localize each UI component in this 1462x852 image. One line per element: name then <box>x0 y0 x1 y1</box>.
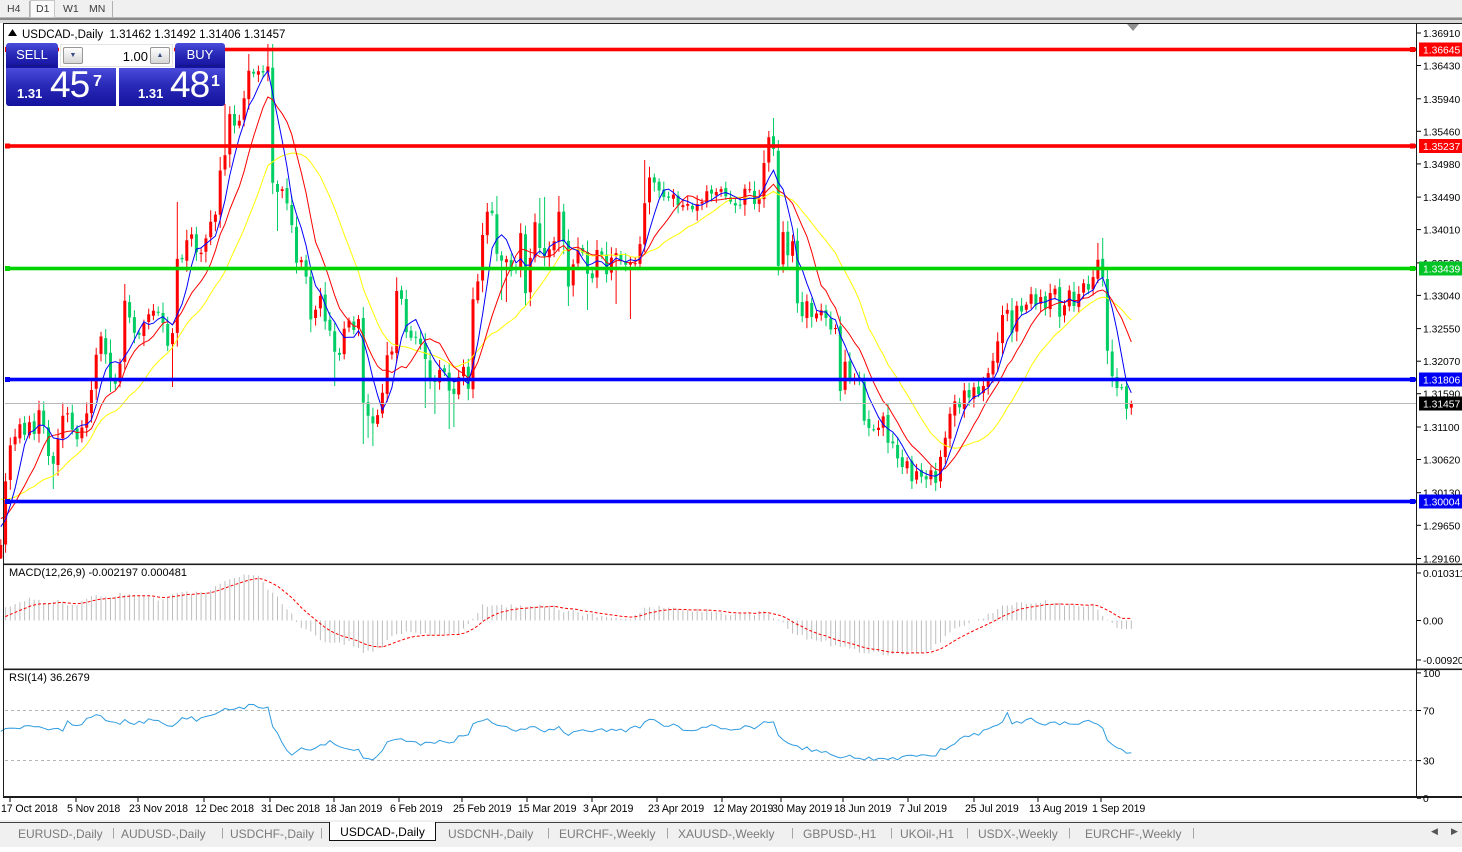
svg-text:1.30130: 1.30130 <box>1423 489 1460 500</box>
svg-text:1.31590: 1.31590 <box>1423 390 1460 401</box>
svg-text:25 Feb 2019: 25 Feb 2019 <box>453 803 512 815</box>
svg-text:12 Dec 2018: 12 Dec 2018 <box>195 803 254 815</box>
svg-text:30 May 2019: 30 May 2019 <box>772 803 832 815</box>
svg-text:1.36910: 1.36910 <box>1423 29 1460 40</box>
svg-text:0: 0 <box>1423 794 1429 805</box>
svg-text:30: 30 <box>1423 757 1435 768</box>
svg-text:RSI(14) 36.2679: RSI(14) 36.2679 <box>9 672 90 684</box>
svg-text:23 Nov 2018: 23 Nov 2018 <box>129 803 188 815</box>
svg-text:3 Apr 2019: 3 Apr 2019 <box>583 803 633 815</box>
svg-text:1.33439: 1.33439 <box>1423 265 1460 276</box>
svg-text:MACD(12,26,9) -0.002197 0.0004: MACD(12,26,9) -0.002197 0.000481 <box>9 567 187 579</box>
svg-text:0.00: 0.00 <box>1423 617 1443 628</box>
svg-text:1.31457: 1.31457 <box>1423 400 1460 411</box>
svg-text:18 Jan 2019: 18 Jan 2019 <box>325 803 382 815</box>
svg-text:18 Jun 2019: 18 Jun 2019 <box>834 803 891 815</box>
svg-text:15 Mar 2019: 15 Mar 2019 <box>518 803 577 815</box>
svg-text:1.31100: 1.31100 <box>1423 423 1460 434</box>
svg-text:12 May 2019: 12 May 2019 <box>713 803 773 815</box>
svg-text:1.30620: 1.30620 <box>1423 456 1460 467</box>
svg-text:1.34980: 1.34980 <box>1423 160 1460 171</box>
svg-text:1.34490: 1.34490 <box>1423 193 1460 204</box>
svg-text:1.30004: 1.30004 <box>1423 498 1460 509</box>
svg-text:100: 100 <box>1423 669 1440 680</box>
svg-text:1.29650: 1.29650 <box>1423 521 1460 532</box>
svg-text:7 Jul 2019: 7 Jul 2019 <box>899 803 947 815</box>
svg-text:1.33040: 1.33040 <box>1423 291 1460 302</box>
svg-text:1.35460: 1.35460 <box>1423 127 1460 138</box>
svg-text:23 Apr 2019: 23 Apr 2019 <box>648 803 704 815</box>
svg-text:1.32550: 1.32550 <box>1423 325 1460 336</box>
svg-text:1.35237: 1.35237 <box>1423 142 1460 153</box>
svg-text:1.36645: 1.36645 <box>1423 46 1460 57</box>
svg-text:1 Sep 2019: 1 Sep 2019 <box>1092 803 1145 815</box>
svg-text:31 Dec 2018: 31 Dec 2018 <box>261 803 320 815</box>
svg-text:25 Jul 2019: 25 Jul 2019 <box>965 803 1019 815</box>
svg-text:0.010311: 0.010311 <box>1423 569 1462 580</box>
svg-text:1.29160: 1.29160 <box>1423 555 1460 566</box>
svg-text:13 Aug 2019: 13 Aug 2019 <box>1029 803 1088 815</box>
svg-text:70: 70 <box>1423 707 1435 718</box>
svg-text:6 Feb 2019: 6 Feb 2019 <box>390 803 443 815</box>
svg-text:1.34010: 1.34010 <box>1423 226 1460 237</box>
svg-text:1.32070: 1.32070 <box>1423 357 1460 368</box>
svg-text:1.36430: 1.36430 <box>1423 62 1460 73</box>
svg-text:-0.0092037: -0.0092037 <box>1423 656 1462 667</box>
svg-text:1.35940: 1.35940 <box>1423 95 1460 106</box>
svg-text:17 Oct 2018: 17 Oct 2018 <box>1 803 58 815</box>
svg-text:1.31806: 1.31806 <box>1423 376 1460 387</box>
svg-text:5 Nov 2018: 5 Nov 2018 <box>67 803 120 815</box>
svg-text:USDCAD-,Daily 1.31462 1.31492: USDCAD-,Daily 1.31462 1.31492 1.31406 1.… <box>22 29 285 41</box>
